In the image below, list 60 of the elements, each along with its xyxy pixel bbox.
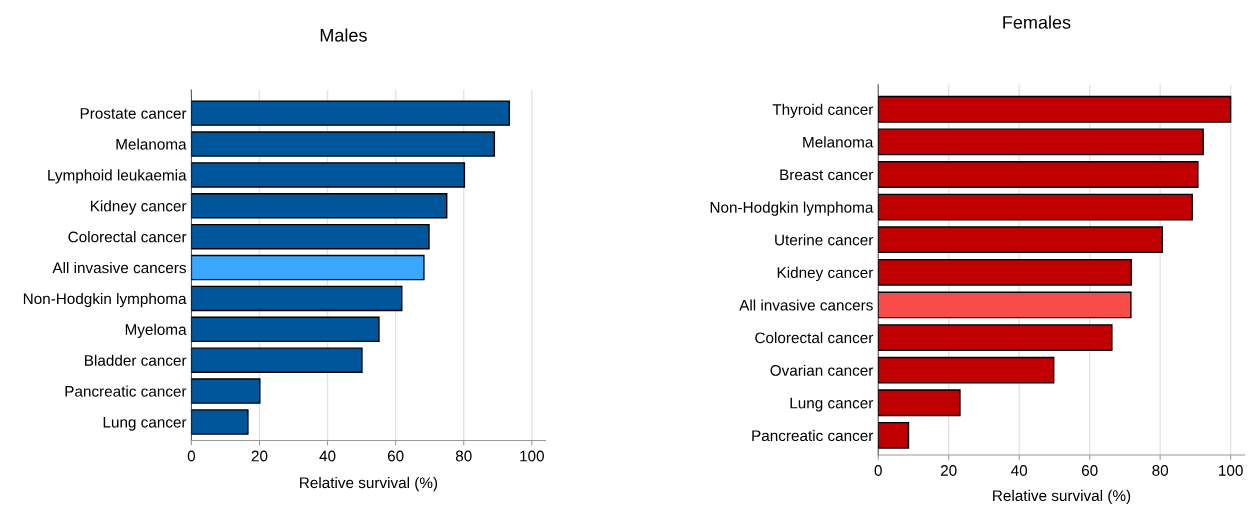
y-tick-label: Kidney cancer [777,266,874,282]
bar [191,193,448,219]
x-axis-title: Relative survival (%) [993,489,1131,505]
bar [191,316,380,343]
y-tick-label: Non-Hodgkin lymphoma [23,292,187,308]
x-tick-label: 100 [520,450,544,462]
x-tick-label: 20 [251,450,268,462]
bar [191,223,430,250]
bar [878,389,961,417]
y-tick-label: Prostate cancer [80,108,187,119]
bar [191,285,403,312]
y-tick-label: Uterine cancer [775,234,874,246]
y-tick-label: Melanoma [116,138,187,150]
y-tick-label: Breast cancer [780,169,874,181]
bar [878,193,1193,221]
bar [878,95,1232,123]
y-tick-label: Melanoma [803,136,874,148]
y-tick-label: Pancreatic cancer [752,429,874,442]
y-tick-label: Thyroid cancer [772,103,874,118]
bar [878,356,1055,384]
x-tick-label: 100 [1219,465,1243,476]
chart-title: Males [320,28,367,42]
bar [878,128,1204,156]
y-tick-label: Kidney cancer [90,200,187,215]
bar [878,291,1132,319]
bar [878,324,1113,351]
x-tick-label: 60 [1081,465,1098,476]
y-tick-label: All invasive cancers [52,262,186,274]
x-tick-label: 0 [874,465,882,476]
x-tick-label: 40 [1011,465,1028,476]
y-tick-label: Non-Hodgkin lymphoma [710,201,874,216]
chart-title: Females [1003,15,1071,29]
x-tick-label: 20 [940,465,957,476]
bar [878,161,1199,188]
x-tick-label: 80 [1152,465,1169,476]
x-tick-label: 40 [319,450,336,462]
y-tick-label: Lung cancer [103,416,187,431]
bar [191,131,496,157]
bar [878,258,1132,286]
y-tick-label: Lymphoid leukaemia [48,169,187,184]
y-tick-label: Myeloma [125,323,187,339]
y-tick-label: Colorectal cancer [755,332,874,344]
x-tick-label: 60 [387,450,404,462]
y-tick-label: Ovarian cancer [770,364,874,376]
bar [191,254,425,281]
bar [878,421,910,449]
y-tick-label: All invasive cancers [739,299,873,311]
y-tick-label: Lung cancer [790,397,874,412]
y-tick-label: Bladder cancer [85,354,187,366]
bar [191,347,363,373]
y-tick-label: Colorectal cancer [68,231,187,243]
bar [191,378,261,404]
bar [191,162,466,188]
x-axis-title: Relative survival (%) [300,476,438,492]
x-tick-label: 80 [455,450,472,462]
bar [191,100,511,126]
x-tick-label: 0 [187,450,196,462]
bar [878,226,1163,254]
y-tick-label: Pancreatic cancer [65,385,187,397]
bar [191,409,249,435]
